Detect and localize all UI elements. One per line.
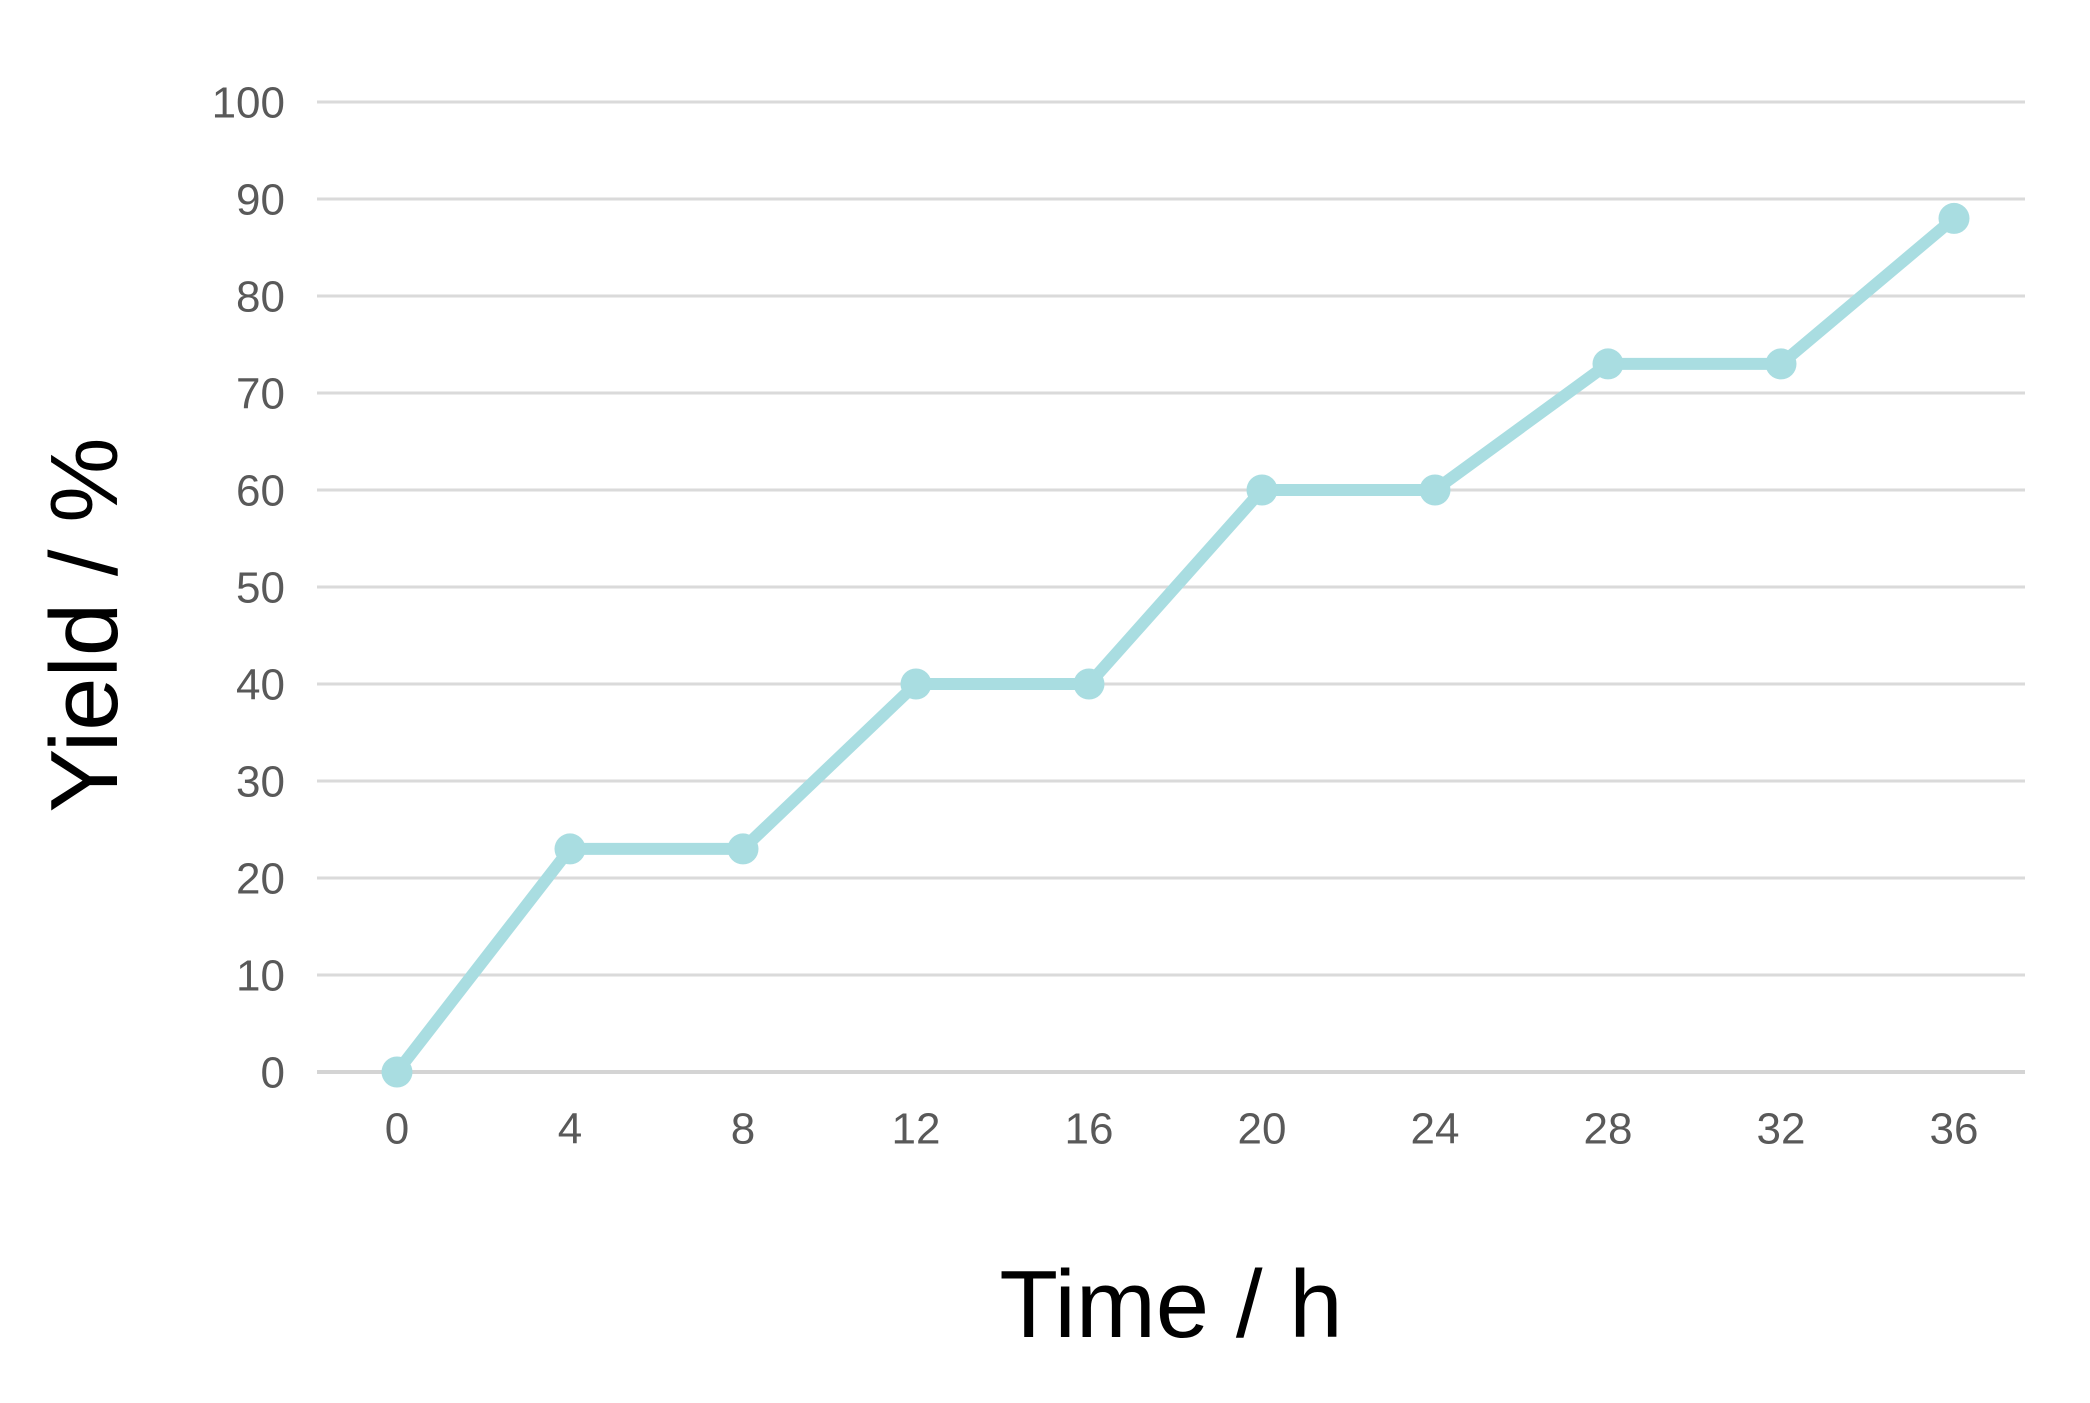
x-tick-label-36: 36 [1930, 1104, 1979, 1153]
data-point-x16 [1073, 668, 1105, 700]
x-tick-label-8: 8 [731, 1104, 755, 1153]
y-tick-label-30: 30 [236, 757, 285, 806]
y-tick-label-10: 10 [236, 951, 285, 1000]
y-tick-label-100: 100 [212, 78, 285, 127]
series-line [391, 212, 1960, 1078]
y-axis-title: Yield / % [31, 437, 138, 813]
data-point-x28 [1592, 348, 1624, 380]
x-tick-label-32: 32 [1757, 1104, 1806, 1153]
x-axis-title: Time / h [999, 1251, 1343, 1358]
data-point-x36 [1938, 202, 1970, 234]
y-tick-label-50: 50 [236, 563, 285, 612]
x-tick-label-16: 16 [1065, 1104, 1114, 1153]
x-tick-label-0: 0 [385, 1104, 409, 1153]
data-point-x20 [1246, 474, 1278, 506]
y-tick-label-0: 0 [261, 1048, 285, 1097]
data-point-x4 [554, 833, 586, 865]
y-tick-label-70: 70 [236, 369, 285, 418]
y-tick-label-40: 40 [236, 660, 285, 709]
y-tick-label-60: 60 [236, 466, 285, 515]
data-point-x24 [1419, 474, 1451, 506]
x-tick-label-24: 24 [1411, 1104, 1460, 1153]
y-tick-label-80: 80 [236, 272, 285, 321]
data-point-x12 [900, 668, 932, 700]
x-tick-label-4: 4 [558, 1104, 582, 1153]
x-tick-label-12: 12 [892, 1104, 941, 1153]
data-point-x32 [1765, 348, 1797, 380]
y-tick-label-20: 20 [236, 854, 285, 903]
x-tick-label-28: 28 [1584, 1104, 1633, 1153]
x-tick-label-20: 20 [1238, 1104, 1287, 1153]
y-tick-label-90: 90 [236, 175, 285, 224]
data-point-x0 [381, 1056, 413, 1088]
data-point-x8 [727, 833, 759, 865]
